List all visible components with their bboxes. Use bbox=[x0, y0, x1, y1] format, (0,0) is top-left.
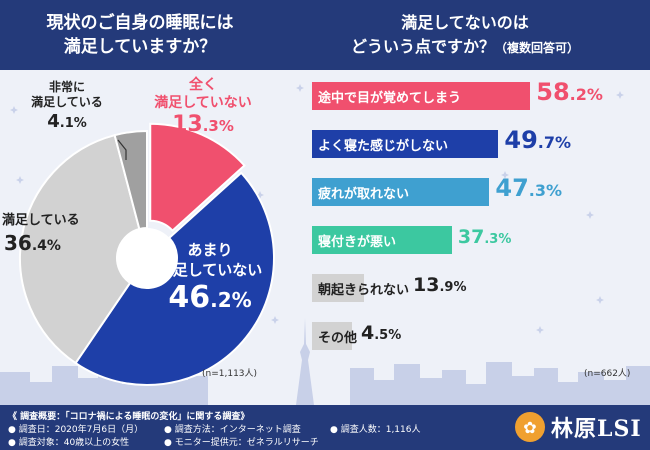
bar-value: 37.3% bbox=[457, 226, 512, 248]
pie-label-s1-line2: 満足していない bbox=[154, 95, 252, 111]
bar-6 bbox=[312, 322, 352, 350]
building-silhouette bbox=[188, 376, 208, 405]
building-silhouette bbox=[350, 368, 374, 405]
footer-date: ● 調査日：2020年7月6日（月） bbox=[8, 425, 144, 435]
bar-row: 寝付きが悪い 37.3% bbox=[312, 226, 511, 254]
bar-label: よく寝た感じがしない bbox=[318, 138, 449, 154]
footer-count: ● 調査人数：1,116人 bbox=[330, 425, 421, 435]
star-decoration bbox=[10, 106, 18, 114]
left-header-line1: 現状のご自身の睡眠には bbox=[46, 13, 234, 33]
star-decoration bbox=[596, 296, 604, 304]
right-header-line2: どういう点ですか？ bbox=[350, 36, 495, 56]
bar-row: よく寝た感じがしない 49.7% bbox=[312, 126, 571, 158]
bar-value: 47.3% bbox=[495, 174, 563, 202]
left-header: 現状のご自身の睡眠には 満足していますか？ bbox=[0, 0, 280, 70]
footer-method: ● 調査方法：インターネット調査 bbox=[164, 425, 301, 435]
pie-slice-1 bbox=[149, 122, 246, 232]
bar-value: 58.2% bbox=[536, 78, 603, 106]
building-silhouette bbox=[374, 380, 394, 405]
bar-chart: 途中で目が覚めてしまう 58.2% よく寝た感じがしない 49.7% 疲れが取れない 47… bbox=[312, 78, 642, 372]
bar-2 bbox=[312, 130, 499, 158]
left-header-line2: 満足していますか？ bbox=[63, 37, 217, 57]
building-silhouette bbox=[420, 378, 442, 405]
pie-leader-line bbox=[117, 139, 127, 160]
footer-title: 《 調査概要：「コロナ禍による睡眠の変化」に関する調査》 bbox=[8, 412, 250, 422]
bar-label: 朝起きられない bbox=[318, 282, 410, 298]
star-decoration bbox=[536, 326, 544, 334]
pie-label-s4: 非常に 満足している 4.1% bbox=[12, 80, 122, 136]
bar-3 bbox=[312, 178, 490, 206]
building-silhouette bbox=[604, 380, 626, 405]
logo-text: 林原LSI bbox=[551, 416, 642, 442]
bar-value: 4.5% bbox=[361, 322, 402, 344]
bar-value: 13.9% bbox=[413, 274, 467, 296]
building-silhouette bbox=[486, 362, 512, 405]
logo: ✿ 林原LSI bbox=[515, 409, 645, 445]
building-silhouette bbox=[442, 370, 466, 405]
pie-label-s4-line1: 非常に bbox=[48, 80, 85, 94]
building-silhouette bbox=[578, 372, 604, 405]
bar-label: その他 bbox=[318, 330, 358, 346]
star-decoration bbox=[616, 91, 624, 99]
bar-1 bbox=[312, 82, 531, 110]
pie-center-hole bbox=[117, 228, 177, 288]
footer-target: ● 調査対象：40歳以上の女性 bbox=[8, 438, 130, 448]
right-header: 満足してないのは どういう点ですか？（複数回答可） bbox=[280, 0, 650, 70]
sun-flower-icon: ✿ bbox=[515, 412, 545, 442]
bar-5 bbox=[312, 274, 365, 302]
pie-label-s4-line2: 満足している bbox=[31, 95, 103, 109]
pie-label-s2: あまり 満足していない 46.2% bbox=[140, 240, 280, 318]
pie-n-label: (n=1,113人) bbox=[202, 369, 258, 379]
pie-slice-2 bbox=[74, 171, 275, 386]
star-decoration bbox=[296, 84, 304, 92]
pie-label-s2-line2: 満足していない bbox=[157, 261, 263, 279]
pie-value-s4: 4.1% bbox=[47, 111, 87, 132]
star-decoration bbox=[586, 211, 594, 219]
building-silhouette bbox=[122, 384, 140, 405]
pie-value-s1: 13.3% bbox=[172, 112, 234, 137]
star-decoration bbox=[16, 176, 24, 184]
pie-value-s3: 36.4% bbox=[4, 231, 61, 255]
building-silhouette bbox=[52, 366, 78, 405]
bar-row: その他 4.5% bbox=[312, 322, 401, 350]
pie-label-s2-line1: あまり bbox=[187, 241, 233, 259]
right-header-sub: （複数回答可） bbox=[495, 40, 580, 55]
building-silhouette bbox=[626, 366, 650, 405]
bar-label: 寝付きが悪い bbox=[318, 234, 397, 250]
bar-row: 途中で目が覚めてしまう 58.2% bbox=[312, 78, 603, 110]
pie-label-s3-line1: 満足している bbox=[2, 213, 80, 228]
bar-value: 49.7% bbox=[504, 126, 572, 154]
star-decoration bbox=[256, 191, 264, 199]
building-silhouette bbox=[78, 378, 98, 405]
building-silhouette bbox=[394, 364, 420, 405]
building-silhouette bbox=[30, 382, 52, 405]
building-silhouette bbox=[512, 376, 534, 405]
bar-n-label: (n=662人) bbox=[584, 369, 631, 379]
building-silhouette bbox=[558, 382, 578, 405]
building-silhouette bbox=[0, 372, 30, 405]
building-silhouette bbox=[534, 368, 558, 405]
bar-row: 疲れが取れない 47.3% bbox=[312, 174, 562, 206]
bar-label: 途中で目が覚めてしまう bbox=[318, 90, 462, 106]
pie-label-s3: 満足している 36.4% bbox=[2, 212, 112, 259]
bar-row: 朝起きられない 13.9% bbox=[312, 274, 466, 302]
star-decoration bbox=[501, 171, 509, 179]
star-decoration bbox=[271, 316, 279, 324]
pie-label-s1-line1: 全く bbox=[189, 77, 217, 93]
bar-4 bbox=[312, 226, 452, 254]
building-silhouette bbox=[466, 384, 486, 405]
tower-silhouette bbox=[296, 318, 314, 405]
footer-provider: ● モニター提供元：ゼネラルリサーチ bbox=[164, 438, 319, 448]
pie-value-s2: 46.2% bbox=[168, 280, 252, 315]
bar-label: 疲れが取れない bbox=[318, 186, 410, 202]
right-header-line1: 満足してないのは bbox=[401, 12, 529, 32]
pie-chart bbox=[19, 122, 275, 386]
pie-label-s1: 全く 満足していない 13.3% bbox=[148, 76, 258, 139]
